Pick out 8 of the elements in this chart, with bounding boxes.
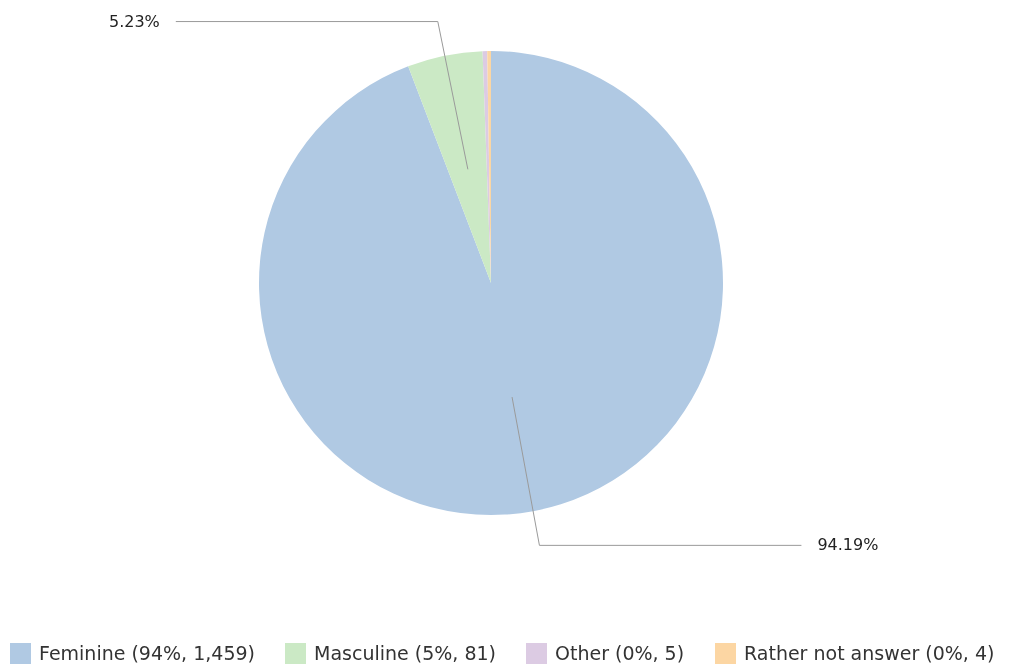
legend-label: Masculine (5%, 81) bbox=[314, 641, 496, 664]
data-label: 94.19% bbox=[817, 535, 879, 555]
legend-label: Other (0%, 5) bbox=[555, 641, 685, 664]
legend-label: Feminine (94%, 1,459) bbox=[39, 641, 255, 664]
data-label: 5.23% bbox=[108, 11, 160, 31]
pie-slice bbox=[408, 51, 491, 283]
legend-label: Rather not answer (0%, 4) bbox=[744, 641, 995, 664]
pie-slice bbox=[259, 51, 723, 515]
